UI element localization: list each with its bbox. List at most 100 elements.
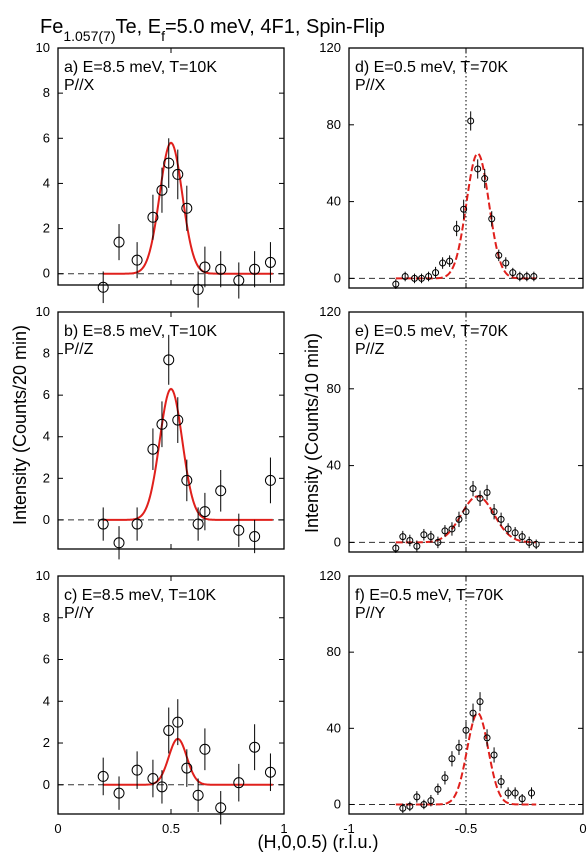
data-point: [264, 256, 276, 268]
data-point: [156, 184, 168, 196]
data-point: [530, 272, 538, 280]
y-tick-label: 8: [43, 85, 50, 100]
data-point: [425, 272, 433, 280]
y-tick-label: 120: [319, 304, 341, 319]
y-tick-label: 0: [43, 266, 50, 281]
data-point: [525, 538, 533, 546]
data-point: [448, 525, 456, 533]
fit-curve: [103, 387, 273, 521]
data-point: [532, 540, 540, 548]
data-point: [131, 254, 143, 266]
data-point: [504, 525, 512, 533]
data-point: [181, 762, 193, 774]
x-tick-label: -0.5: [455, 821, 477, 836]
panel-polarization: P//X: [64, 77, 95, 94]
data-point: [264, 474, 276, 486]
data-point: [215, 263, 227, 275]
data-point: [488, 215, 496, 223]
data-point: [163, 354, 175, 366]
y-tick-label: 4: [43, 429, 50, 444]
panel-polarization: P//Z: [355, 341, 385, 358]
y-tick-label: 6: [43, 652, 50, 667]
panel-label: e) E=0.5 meV, T=70K: [355, 323, 508, 340]
y-tick-label: 4: [43, 175, 50, 190]
y-tick-label: 2: [43, 735, 50, 750]
data-point: [233, 524, 245, 536]
data-point: [509, 269, 517, 277]
data-point: [434, 538, 442, 546]
data-point: [392, 280, 400, 288]
data-point: [427, 533, 435, 541]
data-point: [411, 274, 419, 282]
data-point: [172, 414, 184, 426]
figure-title: Fe1.057(7)Te, Ef=5.0 meV, 4F1, Spin-Flip: [40, 16, 385, 44]
panel-polarization: P//Y: [355, 605, 386, 622]
data-point: [264, 766, 276, 778]
fit-curve: [395, 152, 537, 280]
y-tick-label: 80: [327, 117, 341, 132]
x-tick-label: 0: [54, 821, 61, 836]
y-tick-label: 10: [36, 568, 50, 583]
data-point: [97, 518, 109, 530]
data-point: [147, 773, 159, 785]
data-point: [448, 755, 456, 763]
data-point: [215, 485, 227, 497]
data-point: [199, 743, 211, 755]
data-point: [113, 236, 125, 248]
data-point: [518, 795, 526, 803]
y-axis-label-left: Intensity (Counts/20 min): [10, 325, 30, 525]
fit-curve: [103, 141, 273, 275]
y-tick-label: 0: [334, 534, 341, 549]
data-point: [497, 515, 505, 523]
y-tick-label: 2: [43, 221, 50, 236]
data-point: [441, 527, 449, 535]
data-point: [420, 800, 428, 808]
data-point: [511, 529, 519, 537]
data-point: [432, 269, 440, 277]
panel-label: b) E=8.5 meV, T=10K: [64, 323, 217, 340]
data-point: [516, 272, 524, 280]
data-point: [147, 443, 159, 455]
data-point: [439, 259, 447, 267]
panel-label: a) E=8.5 meV, T=10K: [64, 59, 217, 76]
title-part-subscript-composition: 1.057(7): [63, 28, 115, 44]
data-point: [455, 743, 463, 751]
data-point: [446, 257, 454, 265]
data-point: [502, 259, 510, 267]
y-tick-label: 10: [36, 40, 50, 55]
data-point: [462, 726, 470, 734]
y-axis-label-right: Intensity (Counts/10 min): [302, 333, 322, 533]
data-point: [172, 168, 184, 180]
data-point: [215, 802, 227, 814]
data-point: [420, 531, 428, 539]
y-tick-label: 8: [43, 346, 50, 361]
x-tick-label: 1: [280, 821, 287, 836]
x-tick-label: 0: [579, 821, 586, 836]
data-point: [495, 251, 503, 259]
data-point: [483, 488, 491, 496]
data-point: [249, 741, 261, 753]
data-point: [523, 272, 531, 280]
data-point: [511, 789, 519, 797]
panel-label: f) E=0.5 meV, T=70K: [355, 587, 504, 604]
data-point: [406, 536, 414, 544]
panel-polarization: P//X: [355, 77, 386, 94]
data-point: [413, 793, 421, 801]
data-point: [481, 175, 489, 183]
data-point: [113, 787, 125, 799]
data-point: [467, 117, 475, 125]
data-point: [113, 537, 125, 549]
title-part-te: Te, E: [116, 16, 162, 38]
data-point: [192, 789, 204, 801]
data-point: [455, 515, 463, 523]
data-point: [131, 764, 143, 776]
data-point: [462, 508, 470, 516]
data-point: [97, 770, 109, 782]
data-point: [413, 542, 421, 550]
title-part-conditions: =5.0 meV, 4F1, Spin-Flip: [165, 16, 385, 38]
data-point: [181, 202, 193, 214]
